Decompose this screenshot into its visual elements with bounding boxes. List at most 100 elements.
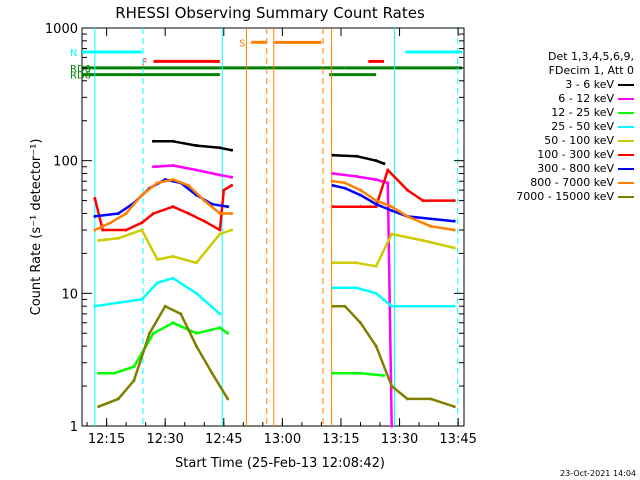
- legend-item-1: 6 - 12 keV: [516, 92, 634, 106]
- legend-item-3: 25 - 50 keV: [516, 120, 634, 134]
- data-point-8-9: [331, 304, 335, 308]
- data-point-8-15: [429, 397, 433, 401]
- legend-item-6: 300 - 800 keV: [516, 162, 634, 176]
- y-tick-label-0: 1: [70, 420, 78, 435]
- data-point-7-1: [109, 221, 113, 225]
- legend-swatch: [618, 182, 634, 184]
- data-point-8-11: [358, 321, 362, 325]
- data-series: [93, 139, 456, 428]
- legend-item-4: 50 - 100 keV: [516, 134, 634, 148]
- data-point-4-10: [374, 264, 378, 268]
- data-point-5-13: [374, 205, 378, 209]
- data-point-7-0: [93, 228, 97, 232]
- data-point-1-6: [355, 174, 359, 178]
- data-point-0-3: [218, 146, 222, 150]
- series-8: [97, 304, 456, 409]
- data-point-8-13: [390, 384, 394, 388]
- data-point-3-5: [194, 291, 198, 295]
- data-point-6-15: [452, 219, 456, 223]
- legend-item-8: 7000 - 15000 keV: [516, 190, 634, 204]
- data-point-5-17: [452, 199, 456, 203]
- data-point-6-9: [331, 183, 335, 187]
- data-point-0-4: [230, 148, 234, 152]
- x-tick-label-1: 12:30: [146, 432, 183, 447]
- data-point-4-4: [171, 254, 175, 258]
- data-point-7-14: [390, 205, 394, 209]
- data-point-8-16: [452, 405, 456, 409]
- legend-swatch: [618, 112, 634, 114]
- data-point-8-1: [116, 397, 120, 401]
- data-point-4-6: [218, 232, 222, 236]
- legend-label: 50 - 100 keV: [544, 134, 614, 147]
- data-point-5-1: [101, 228, 105, 232]
- series-0: [151, 139, 386, 166]
- data-point-0-1: [171, 139, 175, 143]
- data-point-3-4: [171, 276, 175, 280]
- data-point-1-4: [230, 175, 234, 179]
- data-point-5-2: [124, 228, 128, 232]
- plot-frame: [81, 27, 465, 427]
- data-point-5-11: [331, 205, 335, 209]
- data-point-2-10: [382, 374, 386, 378]
- data-point-2-0: [97, 371, 101, 375]
- data-point-4-13: [452, 246, 456, 250]
- data-point-4-0: [97, 239, 101, 243]
- data-point-5-9: [222, 188, 226, 192]
- data-point-3-0: [93, 304, 97, 308]
- data-point-3-10: [390, 304, 394, 308]
- data-point-8-5: [179, 312, 183, 316]
- flag-label-1: F: [141, 57, 147, 68]
- data-point-5-0: [93, 196, 97, 200]
- data-point-7-16: [429, 224, 433, 228]
- data-point-8-7: [210, 371, 214, 375]
- data-point-7-9: [230, 211, 234, 215]
- data-point-8-0: [97, 405, 101, 409]
- series-line-4-0: [98, 228, 233, 265]
- legend-label: 12 - 25 keV: [551, 106, 614, 119]
- data-point-7-7: [202, 199, 206, 203]
- data-point-5-15: [405, 188, 409, 192]
- data-point-6-1: [116, 211, 120, 215]
- data-point-2-9: [358, 371, 362, 375]
- data-point-4-12: [421, 239, 425, 243]
- data-point-7-15: [405, 214, 409, 218]
- data-point-4-5: [194, 261, 198, 265]
- data-point-8-8: [226, 397, 230, 401]
- data-point-6-8: [226, 205, 230, 209]
- data-point-5-3: [140, 221, 144, 225]
- x-tick-label-2: 12:45: [205, 432, 242, 447]
- y-tick-label-2: 100: [53, 155, 78, 170]
- data-point-0-6: [355, 154, 359, 158]
- legend-swatch: [618, 140, 634, 142]
- data-point-5-4: [151, 211, 155, 215]
- time-markers: [94, 28, 459, 426]
- axes: 12:15 12:30 12:45 13:00 13:15 13:30 13:45 1 10 10…: [45, 22, 477, 447]
- y-tick-label-1: 10: [61, 287, 78, 302]
- data-point-5-8: [218, 228, 222, 232]
- data-point-7-2: [124, 211, 128, 215]
- data-point-3-12: [452, 304, 456, 308]
- legend-label: 100 - 300 keV: [537, 148, 614, 161]
- data-point-7-6: [187, 183, 191, 187]
- legend-item-0: 3 - 6 keV: [516, 78, 634, 92]
- flag-label-4: RD0: [70, 64, 91, 75]
- data-point-1-1: [171, 163, 175, 167]
- data-point-8-3: [148, 331, 152, 335]
- data-point-3-6: [218, 312, 222, 316]
- legend-label: 6 - 12 keV: [558, 92, 614, 105]
- chart-title: RHESSI Observing Summary Count Rates: [115, 4, 425, 22]
- data-point-6-13: [390, 209, 394, 213]
- data-point-8-4: [163, 304, 167, 308]
- data-point-4-9: [355, 261, 359, 265]
- data-point-2-6: [218, 326, 222, 330]
- data-point-5-14: [386, 168, 390, 172]
- data-point-2-5: [194, 331, 198, 335]
- data-point-3-1: [116, 301, 120, 305]
- series-line-6-1: [332, 184, 455, 223]
- data-point-4-8: [331, 261, 335, 265]
- series-line-7-0: [94, 178, 232, 232]
- data-point-3-9: [374, 291, 378, 295]
- flag-label-3: S: [239, 38, 245, 49]
